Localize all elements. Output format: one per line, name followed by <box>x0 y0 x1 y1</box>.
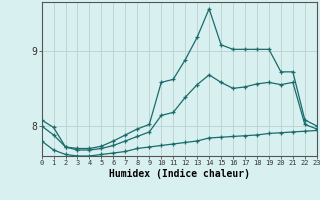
X-axis label: Humidex (Indice chaleur): Humidex (Indice chaleur) <box>109 169 250 179</box>
